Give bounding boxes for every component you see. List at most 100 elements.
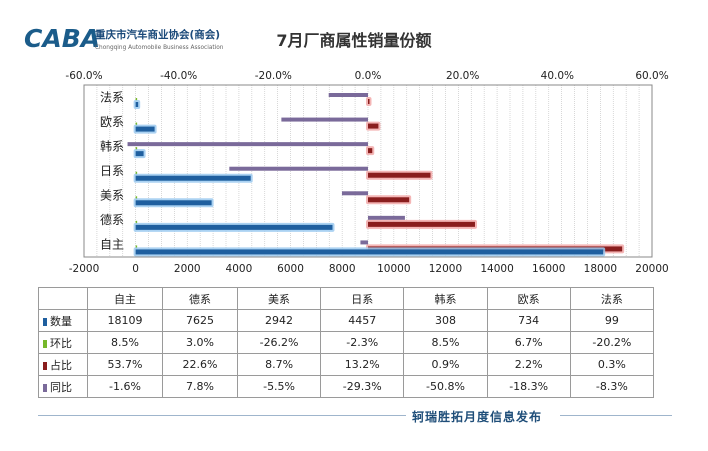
tick-label: 10000	[377, 263, 410, 275]
bar-share	[368, 123, 379, 129]
top-axis-ticks: -60.0% -40.0% -20.0% 0.0% 20.0% 40.0% 60.0%	[65, 70, 668, 82]
bar-mom	[135, 220, 138, 224]
bar-quantity	[135, 102, 139, 107]
table-header-row: 自主 德系 美系 日系 韩系 欧系 法系	[38, 287, 655, 310]
table-row: 环比 8.5% 3.0% -26.2% -2.3% 8.5% 6.7% -20.…	[38, 331, 655, 354]
table-cell: 0.9%	[403, 353, 488, 376]
bar-yoy	[229, 166, 368, 171]
legend-label: 占比	[50, 358, 72, 372]
org-name-cn: 重庆市汽车商业协会(商会)	[95, 28, 220, 41]
footer-rule-right	[560, 415, 672, 416]
table-row: 数量 18109 7625 2942 4457 308 734 99	[38, 309, 655, 332]
chart-title: 7月厂商属性销量份额	[276, 31, 431, 50]
bar-yoy	[127, 142, 369, 147]
legend-label: 环比	[50, 336, 72, 350]
legend-label: 数量	[50, 314, 72, 328]
tick-label: 18000	[584, 263, 617, 275]
tick-label: 20000	[635, 263, 668, 275]
tick-label: -2000	[69, 263, 100, 275]
legend-swatch	[43, 317, 47, 326]
bar-share	[368, 221, 475, 227]
legend-label: 同比	[50, 380, 72, 394]
table-cell: 8.7%	[236, 353, 322, 376]
logo: CABA 重庆市汽车商业协会(商会) Chongqing Automobile …	[24, 24, 224, 53]
table-cell: 308	[403, 309, 488, 332]
bottom-axis-ticks: -2000 0 2000 4000 6000 8000 10000 12000 14000 160…	[69, 263, 669, 275]
tick-label: 16000	[532, 263, 565, 275]
category-label: 欧系	[100, 115, 124, 129]
legend-swatch	[43, 361, 47, 370]
bar-mom	[135, 147, 138, 151]
tick-label: 14000	[480, 263, 513, 275]
table-cell: 734	[486, 309, 571, 332]
tick-label: 4000	[226, 263, 253, 275]
bar-quantity	[135, 151, 144, 157]
table-cell: 18109	[86, 309, 164, 332]
tick-label: -20.0%	[255, 70, 292, 82]
table-cell: 3.0%	[162, 331, 238, 354]
bar-mom	[135, 122, 138, 126]
category-label: 德系	[100, 212, 124, 227]
bar-yoy	[360, 240, 368, 245]
table-corner	[38, 287, 88, 310]
table-cell: -2.3%	[320, 331, 405, 354]
table-cell: 8.5%	[403, 331, 488, 354]
bar-mom	[135, 171, 138, 175]
table-cell: 6.7%	[486, 331, 571, 354]
bar-share	[368, 99, 370, 104]
tick-label: 6000	[277, 263, 304, 275]
bar-quantity	[135, 200, 212, 206]
category-label: 日系	[100, 164, 124, 178]
table-cell: 7.8%	[162, 375, 238, 398]
table-cell: 8.5%	[86, 331, 164, 354]
table-cell: 7625	[162, 309, 238, 332]
bar-mom	[135, 98, 138, 101]
column-header: 欧系	[486, 287, 571, 310]
tick-label: 0	[132, 263, 139, 275]
tick-label: -40.0%	[160, 70, 197, 82]
legend-swatch	[43, 339, 47, 348]
row-header: 环比	[38, 331, 88, 354]
column-header: 日系	[320, 287, 405, 310]
footer-text: 轲瑞胜拓月度信息发布	[412, 410, 543, 424]
bar-mom	[135, 245, 138, 249]
table-row: 同比 -1.6% 7.8% -5.5% -29.3% -50.8% -18.3%…	[38, 375, 655, 398]
bar-yoy	[281, 117, 368, 122]
category-label: 法系	[100, 90, 124, 104]
logo-mark: CABA	[24, 24, 100, 53]
table-cell: 0.3%	[569, 353, 655, 376]
table-cell: 4457	[320, 309, 405, 332]
column-header: 美系	[236, 287, 322, 310]
tick-label: 0.0%	[355, 70, 382, 82]
bar-yoy	[328, 93, 368, 97]
category-label: 自主	[100, 238, 124, 252]
row-header: 数量	[38, 309, 88, 332]
table-cell: 2942	[236, 309, 322, 332]
column-header: 韩系	[403, 287, 488, 310]
plot-area	[83, 84, 653, 258]
column-header: 德系	[162, 287, 238, 310]
column-header: 法系	[569, 287, 655, 310]
category-label: 韩系	[100, 138, 124, 153]
tick-label: -60.0%	[65, 70, 102, 82]
table-cell: -20.2%	[569, 331, 655, 354]
footer-rule-left	[38, 415, 406, 416]
bar-yoy	[341, 191, 368, 196]
bars	[127, 93, 625, 257]
bar-quantity	[135, 224, 333, 230]
bar-mom	[135, 196, 138, 200]
table-cell: -29.3%	[320, 375, 405, 398]
table-row: 占比 53.7% 22.6% 8.7% 13.2% 0.9% 2.2% 0.3%	[38, 353, 655, 376]
table-cell: -5.5%	[236, 375, 322, 398]
category-label: 美系	[100, 189, 124, 203]
bar-quantity	[135, 126, 155, 132]
table-cell: 22.6%	[162, 353, 238, 376]
table-cell: -26.2%	[236, 331, 322, 354]
tick-label: 60.0%	[635, 70, 668, 82]
bar-share	[368, 197, 410, 203]
table-cell: 99	[569, 309, 655, 332]
bar-yoy	[368, 215, 405, 220]
org-name-en: Chongqing Automobile Business Associatio…	[95, 45, 224, 51]
table-cell: -18.3%	[486, 375, 571, 398]
